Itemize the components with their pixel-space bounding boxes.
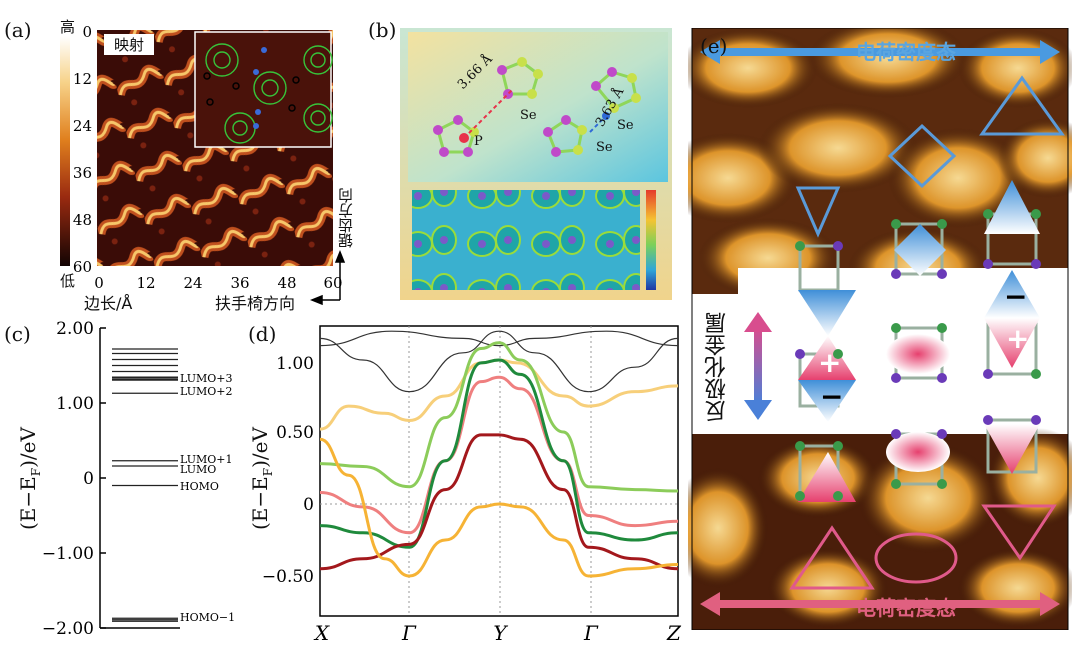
bottom-double-arrow <box>700 592 1060 616</box>
svg-text:60: 60 <box>323 274 342 292</box>
a-ytick: 12 <box>73 70 92 88</box>
elf-map <box>412 190 640 290</box>
bottom-outline-shapes <box>789 504 1057 590</box>
pink-triangle-4 <box>798 452 856 502</box>
panel-e-figure <box>688 28 1072 630</box>
a-ytick: 48 <box>73 211 92 229</box>
c-ytick: −1.00 <box>42 544 94 564</box>
blue-triangle-3 <box>984 270 1040 318</box>
top-double-arrow <box>700 40 1060 64</box>
plus-sign-1: + <box>818 346 842 379</box>
panel-d-label: (d) <box>248 322 277 346</box>
panel-a-xticks: 0 12 24 36 48 60 <box>94 274 342 292</box>
pink-triangle-2 <box>798 336 856 380</box>
svg-text:36: 36 <box>230 274 249 292</box>
panel-d-ylabel: (E−EF)/eV <box>248 427 275 530</box>
a-ytick: 0 <box>82 23 92 41</box>
inset-atoms <box>203 47 300 129</box>
panel-a-yticks: 0 12 24 36 48 60 <box>73 23 92 276</box>
minus-sign-2: − <box>1004 280 1028 313</box>
c-ytick: 1.00 <box>56 394 94 414</box>
k-label-x: X <box>313 621 330 645</box>
band-structure-plot: 1.00 0.50 0 −0.50 X Γ Y Γ Z <box>262 325 682 645</box>
direction-arrows <box>309 249 346 306</box>
d-ytick: −0.50 <box>262 567 314 587</box>
pink-triangle-1 <box>984 318 1040 368</box>
atom-label-se-3: Se <box>596 140 613 155</box>
band-pink <box>319 375 679 535</box>
svg-text:0: 0 <box>94 274 104 292</box>
band-yellow-light <box>319 358 679 431</box>
k-label-gamma-2: Γ <box>583 621 599 645</box>
lattice-atoms <box>795 209 1041 501</box>
antipolar-metal-label: 反极化金属 <box>705 312 730 422</box>
bond-distance-1 <box>463 89 513 139</box>
k-label-y: Y <box>493 621 508 645</box>
atom-label-se-1: Se <box>520 108 537 123</box>
a-ytick: 60 <box>73 258 92 276</box>
svg-text:12: 12 <box>136 274 155 292</box>
bottom-charge-density-label: 电荷密度态 <box>856 596 956 620</box>
k-label-gamma-1: Γ <box>401 621 417 645</box>
c-ytick: 2.00 <box>56 319 94 339</box>
k-label-z: Z <box>666 621 682 645</box>
band-gray-1 <box>319 330 679 393</box>
colorbar-low-label: 低 <box>60 272 76 290</box>
panel-a-figure: 0 12 24 36 48 60 0 12 24 36 48 60 <box>60 23 346 306</box>
level-label-homo: HOMO <box>180 480 219 493</box>
d-ytick: 0.50 <box>276 423 314 443</box>
level-label-lumo: LUMO <box>180 463 216 476</box>
blue-triangle-1 <box>984 180 1040 234</box>
bond-distance-2 <box>589 115 607 133</box>
panel-c-label: (c) <box>4 322 31 346</box>
a-ytick: 36 <box>73 164 92 182</box>
colorbar-high-label: 高 <box>60 18 76 36</box>
band-red-dark <box>319 433 679 571</box>
level-label-lumo2: LUMO+2 <box>180 385 232 398</box>
band-green-dark <box>319 358 679 549</box>
level-label-lumo3: LUMO+3 <box>180 372 232 385</box>
a-ytick: 24 <box>73 117 92 135</box>
pink-ellipse-2 <box>886 432 950 472</box>
blue-triangle-2 <box>798 290 856 336</box>
panel-e-label: (e) <box>700 34 728 58</box>
blue-triangle-4 <box>798 380 856 422</box>
atom-label-se-2: Se <box>617 118 634 133</box>
svg-text:48: 48 <box>277 274 296 292</box>
panel-a-label: (a) <box>4 18 32 42</box>
pink-triangle-3 <box>984 424 1040 474</box>
top-outline-shapes <box>795 75 1065 238</box>
panel-a-xlabel: 边长/Å <box>84 294 133 313</box>
top-charge-density-label: 电荷密度态 <box>856 40 956 64</box>
band-green-light <box>319 341 679 493</box>
atom-label-p: P <box>474 134 483 149</box>
pink-ellipse-1 <box>886 334 950 374</box>
panel-b-label: (b) <box>368 18 397 42</box>
level-label-homo-1: HOMO−1 <box>180 611 235 624</box>
d-ytick: 1.00 <box>276 354 314 374</box>
band-gray-2 <box>319 330 679 347</box>
polarization-arrow <box>744 312 772 420</box>
zigzag-direction-label: 锯齿方向 <box>337 188 355 248</box>
c-ytick: −2.00 <box>42 619 94 639</box>
c-ytick: 0 <box>83 469 94 489</box>
colorbar <box>60 36 70 266</box>
band-yellow <box>319 437 679 578</box>
plus-sign-2: + <box>1006 322 1030 355</box>
svg-text:24: 24 <box>183 274 202 292</box>
level-label-lumo1: LUMO+1 <box>180 453 232 466</box>
armchair-direction-label: 扶手椅方向 <box>215 294 296 313</box>
inset-title: 映射 <box>104 34 155 55</box>
elf-colorbar <box>646 190 656 290</box>
minus-sign-1: − <box>820 380 844 413</box>
panel-c-ylabel: (E−EF)/eV <box>16 427 43 530</box>
blue-diamond <box>894 224 946 276</box>
inset-molecules <box>205 43 333 144</box>
panel-b-figure <box>400 28 672 300</box>
panel-c-figure: 2.00 1.00 0 −1.00 −2.00 LUMO+3 LUMO+2 LU… <box>42 319 235 639</box>
d-ytick: 0 <box>303 495 314 515</box>
